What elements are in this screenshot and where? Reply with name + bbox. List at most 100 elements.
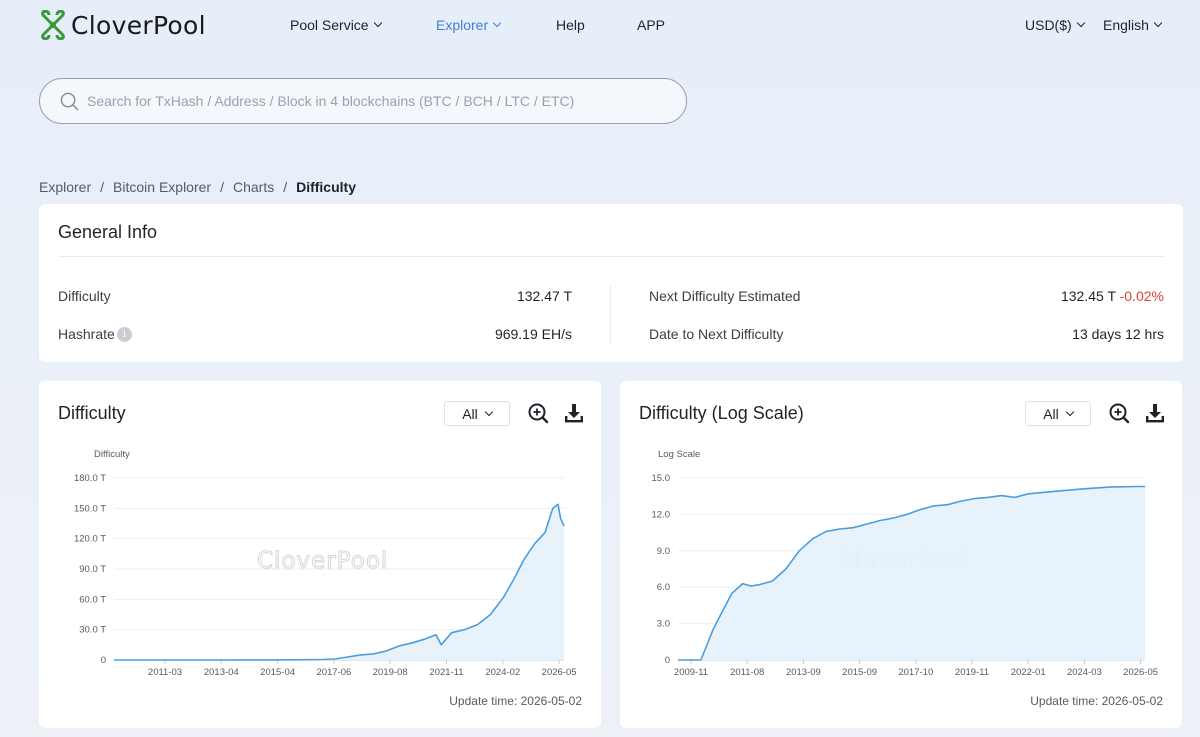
nav-app-label: APP xyxy=(637,17,666,33)
series-area xyxy=(114,504,564,660)
breadcrumb-explorer[interactable]: Explorer xyxy=(39,179,92,195)
x-tick-label: 2021-11 xyxy=(429,667,463,678)
breadcrumb-bitcoin-explorer[interactable]: Bitcoin Explorer xyxy=(113,179,212,195)
nav-pool-service-label: Pool Service xyxy=(290,17,369,33)
difficulty-value: 132.47 T xyxy=(516,288,572,304)
zoom-in-icon[interactable] xyxy=(1108,402,1130,424)
x-tick-label: 2026-05 xyxy=(542,667,577,678)
date-to-next-label: Date to Next Difficulty xyxy=(649,326,784,342)
divider xyxy=(610,285,611,344)
difficulty-chart: Difficulty CloverPool 0 30.0 T 60.0 T 90.0 … xyxy=(74,449,577,678)
y-tick-label: 0 xyxy=(665,655,670,666)
language-select[interactable]: English xyxy=(1103,17,1163,33)
x-tick-label: 2024-03 xyxy=(1067,667,1102,678)
breadcrumb-separator: / xyxy=(100,179,105,195)
series-area xyxy=(678,486,1145,660)
next-difficulty-number: 132.45 T xyxy=(1060,288,1116,304)
update-time: Update time: 2026-05-02 xyxy=(1030,694,1163,708)
x-tick-label: 2017-06 xyxy=(316,667,351,678)
brand-name: CloverPool xyxy=(71,10,206,40)
general-info-card: General Info Difficulty 132.47 T Hashrat… xyxy=(39,204,1183,362)
nav-explorer[interactable]: Explorer xyxy=(436,17,502,33)
divider xyxy=(58,256,1164,257)
date-to-next-value: 13 days 12 hrs xyxy=(1072,326,1164,342)
x-tick-label: 2015-09 xyxy=(842,667,877,678)
watermark: CloverPool xyxy=(257,548,388,574)
difficulty-chart-card: Difficulty All Difficulty CloverPool 0 30… xyxy=(39,381,601,728)
y-tick-label: 15.0 xyxy=(652,473,671,484)
zoom-in-icon[interactable] xyxy=(527,402,549,424)
range-select-value: All xyxy=(1043,405,1059,422)
chevron-down-icon xyxy=(1065,407,1075,416)
general-info-title: General Info xyxy=(58,222,158,242)
difficulty-log-chart: Log Scale CloverPool 03.06.09.012.015.02… xyxy=(652,449,1159,678)
download-icon[interactable] xyxy=(563,402,585,424)
y-axis-label: Difficulty xyxy=(94,449,130,460)
x-tick-label: 2013-04 xyxy=(204,667,239,678)
difficulty-log-chart-card: Difficulty (Log Scale) All Log Scale Clo… xyxy=(620,381,1182,728)
series-line xyxy=(678,485,1145,661)
x-tick-label: 2026-05 xyxy=(1123,667,1158,678)
currency-label: USD($) xyxy=(1025,17,1072,33)
chevron-down-icon xyxy=(484,407,494,416)
clover-logo-icon xyxy=(41,10,65,40)
nav-app[interactable]: APP xyxy=(637,17,665,33)
nav-explorer-label: Explorer xyxy=(436,17,489,33)
y-tick-label: 90.0 T xyxy=(79,564,106,575)
breadcrumb-separator: / xyxy=(220,179,224,195)
chevron-down-icon xyxy=(1153,18,1163,28)
y-tick-label: 180.0 T xyxy=(74,473,106,484)
x-tick-label: 2009-11 xyxy=(674,667,708,678)
y-tick-label: 30.0 T xyxy=(79,625,106,636)
y-tick-label: 12.0 xyxy=(652,509,671,520)
nav-help-label: Help xyxy=(556,17,585,33)
chevron-down-icon xyxy=(373,18,382,28)
x-tick-label: 2024-02 xyxy=(485,667,520,678)
y-tick-label: 150.0 T xyxy=(74,503,106,514)
y-tick-label: 9.0 xyxy=(657,546,670,557)
hashrate-label-text: Hashrate xyxy=(58,326,115,342)
nav-help[interactable]: Help xyxy=(556,17,585,33)
y-tick-label: 120.0 T xyxy=(74,534,106,545)
download-icon[interactable] xyxy=(1144,402,1166,424)
breadcrumb-separator: / xyxy=(283,179,288,195)
language-label: English xyxy=(1103,17,1149,33)
breadcrumb-current: Difficulty xyxy=(296,179,356,195)
range-select-value: All xyxy=(462,405,478,422)
brand-logo[interactable]: CloverPool xyxy=(38,10,206,40)
x-tick-label: 2017-10 xyxy=(898,667,933,678)
range-select[interactable]: All xyxy=(444,401,510,426)
update-time: Update time: 2026-05-02 xyxy=(449,694,582,708)
breadcrumb: Explorer / Bitcoin Explorer / Charts / D… xyxy=(39,179,356,195)
hashrate-label: Hashrate i xyxy=(58,326,132,342)
series-line xyxy=(114,503,565,661)
search-icon xyxy=(60,92,79,111)
x-tick-label: 2013-09 xyxy=(786,667,821,678)
search-input[interactable] xyxy=(87,79,667,123)
chart-title: Difficulty xyxy=(58,403,126,423)
x-tick-label: 2015-04 xyxy=(260,667,295,678)
difficulty-label: Difficulty xyxy=(58,288,111,304)
breadcrumb-charts[interactable]: Charts xyxy=(232,179,275,195)
x-tick-label: 2022-01 xyxy=(1011,667,1046,678)
y-tick-label: 3.0 xyxy=(657,619,670,630)
x-tick-label: 2011-03 xyxy=(148,667,182,678)
x-tick-label: 2019-08 xyxy=(373,667,408,678)
next-difficulty-change: -0.02% xyxy=(1119,288,1164,304)
search-bar xyxy=(39,78,687,124)
next-difficulty-value: 132.45 T -0.02% xyxy=(1061,288,1164,304)
y-tick-label: 60.0 T xyxy=(79,594,106,605)
top-header: CloverPool Pool Service Explorer Help AP… xyxy=(0,0,1200,50)
range-select[interactable]: All xyxy=(1025,401,1091,426)
x-tick-label: 2019-11 xyxy=(955,667,989,678)
y-tick-label: 0 xyxy=(101,655,106,666)
x-tick-label: 2011-08 xyxy=(730,667,764,678)
chevron-down-icon xyxy=(492,18,502,28)
hashrate-value: 969.19 EH/s xyxy=(494,326,572,342)
info-icon[interactable]: i xyxy=(116,326,132,342)
y-tick-label: 6.0 xyxy=(657,582,670,593)
chevron-down-icon xyxy=(1076,18,1085,28)
next-difficulty-label: Next Difficulty Estimated xyxy=(649,288,801,304)
currency-select[interactable]: USD($) xyxy=(1025,17,1085,33)
nav-pool-service[interactable]: Pool Service xyxy=(290,17,382,33)
